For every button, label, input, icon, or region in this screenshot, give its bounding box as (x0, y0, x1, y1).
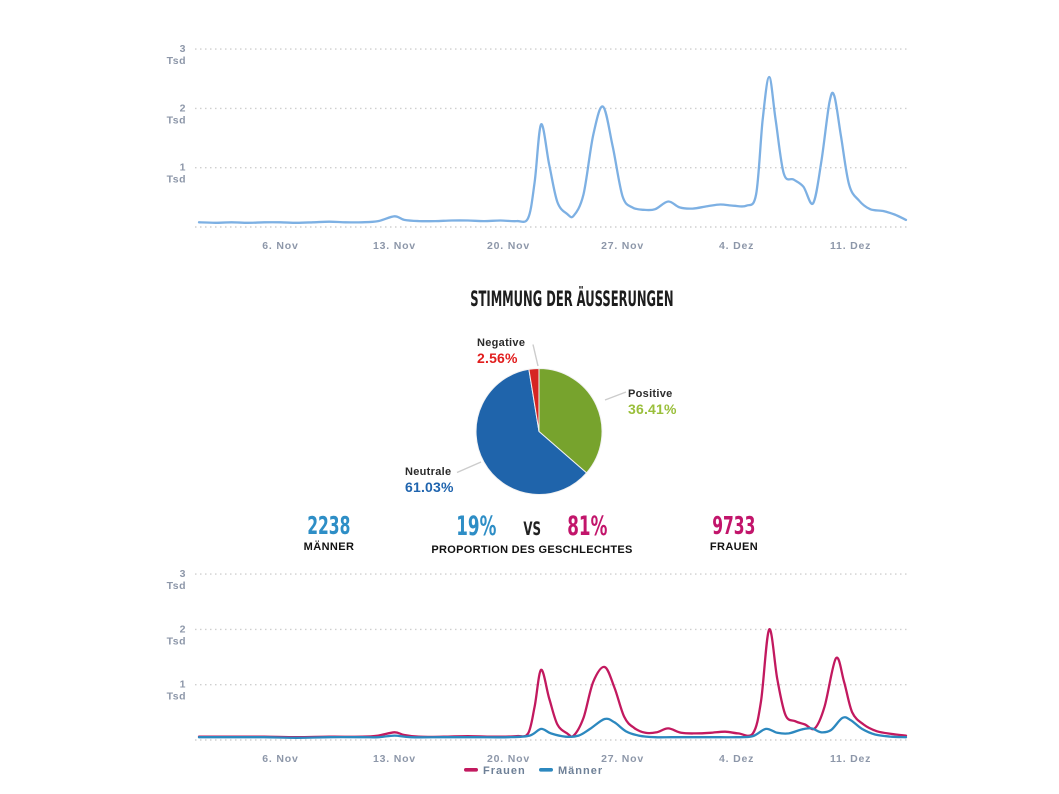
women-label: FRAUEN (709, 541, 759, 553)
y-axis-tick-label: Tsd (167, 114, 186, 126)
y-axis-tick-label: 3 (180, 43, 186, 55)
pie-slice-negative (528, 367, 540, 432)
women-stat: 9733 FRAUEN (684, 511, 784, 554)
pie-label-negative: Negative 2.56% (477, 337, 525, 366)
women-count: 9733 (712, 511, 756, 540)
pie-leader-line (456, 461, 482, 474)
pie-slice-positive (538, 367, 603, 474)
legend-item-männer[interactable]: Männer (539, 765, 603, 777)
men-count: 2238 (307, 511, 351, 540)
series-line-frauen (197, 628, 908, 739)
women-percentage: 81% (567, 511, 608, 542)
pie-label-positive: Positive 36.41% (628, 388, 677, 417)
x-axis-tick-label: 6. Nov (262, 240, 298, 252)
series-line-äusserungen (197, 75, 908, 224)
legend-swatch (464, 768, 478, 772)
gender-proportion-stat: 19% VS 81% PROPORTION DES GESCHLECHTES (402, 513, 662, 556)
series-line-männer (197, 716, 908, 739)
pie-label-neutral: Neutrale 61.03% (405, 466, 454, 495)
x-axis-tick-label: 20. Nov (487, 753, 530, 765)
pie-slice-neutrale (475, 368, 588, 495)
x-axis-tick-label: 6. Nov (262, 753, 298, 765)
y-axis-tick-label: Tsd (167, 580, 186, 592)
x-axis-tick-label: 27. Nov (601, 753, 644, 765)
y-axis-tick-label: 3 (180, 568, 186, 580)
pie-label-neutral-name: Neutrale (405, 466, 452, 478)
y-axis-tick-label: Tsd (167, 635, 186, 647)
y-axis-tick-label: Tsd (167, 55, 186, 67)
y-axis-tick-label: 1 (180, 162, 186, 174)
pie-label-positive-name: Positive (628, 388, 673, 400)
sentiment-pie-chart (456, 344, 627, 495)
sentiment-title-text: STIMMUNG DER ÄUSSERUNGEN (470, 287, 674, 311)
men-stat: 2238 MÄNNER (279, 511, 379, 554)
pie-leader-line (532, 344, 539, 367)
x-axis-tick-label: 4. Dez (719, 753, 754, 765)
men-label: MÄNNER (303, 541, 355, 553)
y-axis-tick-label: Tsd (167, 691, 186, 703)
x-axis-tick-label: 13. Nov (373, 240, 416, 252)
x-axis-tick-label: 11. Dez (830, 240, 871, 252)
pie-label-positive-pct: 36.41% (628, 401, 677, 417)
legend-item-frauen[interactable]: Frauen (464, 765, 526, 777)
men-percentage: 19% (456, 511, 497, 542)
y-axis-tick-label: 2 (180, 102, 186, 114)
x-axis-tick-label: 4. Dez (719, 240, 754, 252)
sentiment-section-title: STIMMUNG DER ÄUSSERUNGEN (387, 287, 687, 312)
x-axis-tick-label: 20. Nov (487, 240, 530, 252)
y-axis-tick-label: 1 (180, 679, 186, 691)
pie-label-neutral-pct: 61.03% (405, 479, 454, 495)
pie-label-negative-pct: 2.56% (477, 350, 518, 366)
gender-proportion-subtitle: PROPORTION DES GESCHLECHTES (431, 544, 633, 556)
gender-proportion-values: 19% VS 81% (402, 513, 662, 540)
legend-label: Männer (558, 765, 603, 777)
pie-label-negative-name: Negative (477, 337, 526, 349)
x-axis-tick-label: 27. Nov (601, 240, 644, 252)
x-axis-tick-label: 13. Nov (373, 753, 416, 765)
vs-label: VS (523, 518, 541, 540)
y-axis-tick-label: 2 (180, 623, 186, 635)
pie-leader-line (604, 391, 627, 401)
legend-label: Frauen (483, 765, 526, 777)
y-axis-tick-label: Tsd (167, 174, 186, 186)
x-axis-tick-label: 11. Dez (830, 753, 871, 765)
legend-swatch (539, 768, 553, 772)
